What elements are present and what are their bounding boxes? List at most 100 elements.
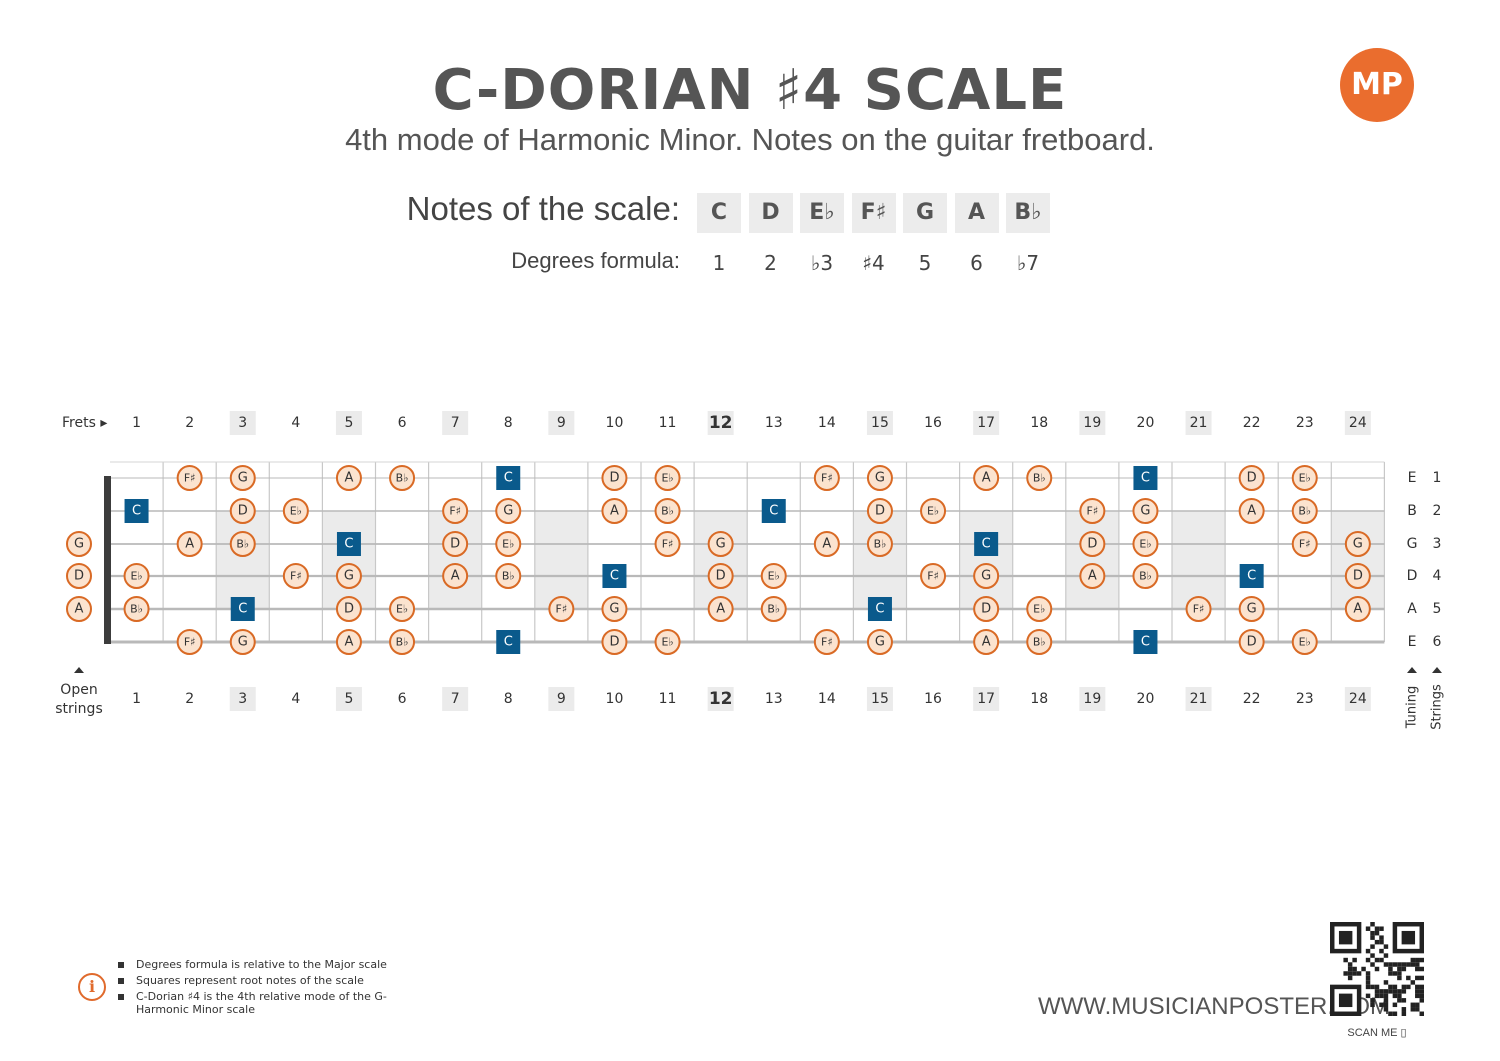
fret-number: 15 [871, 691, 889, 707]
scale-note-label: A [344, 635, 353, 650]
scale-note-circle [335, 629, 362, 655]
qr-module [1365, 975, 1371, 981]
fret-number: 14 [818, 415, 836, 431]
scale-note-circle [389, 596, 416, 622]
scale-note-label: F♯ [556, 603, 568, 616]
scale-note-circle [66, 596, 92, 622]
scale-note-circle [1026, 629, 1053, 655]
qr-module [1401, 966, 1407, 972]
scale-note-box: D [748, 193, 793, 233]
qr-module [1361, 966, 1366, 972]
qr-module [1419, 957, 1424, 963]
qr-module [1401, 1007, 1407, 1012]
fret-number: 22 [1243, 415, 1261, 431]
degrees-label: Degrees formula: [511, 248, 680, 273]
scale-note-label: A [344, 471, 353, 486]
fret-number-marker [335, 687, 362, 711]
scale-note-circle [707, 563, 734, 589]
qr-module [1370, 922, 1375, 927]
qr-module [1365, 984, 1371, 990]
scale-note-circle [229, 465, 256, 491]
qr-module [1392, 1011, 1398, 1016]
scale-note-label: E♭ [1139, 538, 1151, 551]
scale-note-circle [442, 531, 469, 557]
tuning-label: Tuning [1405, 686, 1420, 730]
scale-note-circle [229, 531, 256, 557]
scale-note-circle [601, 465, 628, 491]
brand-logo[interactable]: MP [1340, 48, 1414, 122]
scale-note-circle [866, 465, 893, 491]
scale-note-label: D [875, 504, 885, 519]
scale-note-circle [601, 629, 628, 655]
scale-note-circle [123, 563, 150, 589]
root-note-label: C [875, 602, 884, 617]
fret-number: 4 [291, 691, 300, 707]
qr-module [1397, 966, 1402, 972]
scale-note-box: G [903, 193, 947, 233]
fret-number: 24 [1349, 415, 1367, 431]
qr-module [1379, 935, 1384, 940]
fret-number: 23 [1296, 691, 1314, 707]
qr-module [1388, 984, 1393, 990]
qr-module [1410, 957, 1416, 963]
scale-note-circle [601, 596, 628, 622]
qr-module [1401, 962, 1407, 967]
qr-module [1392, 984, 1398, 990]
qr-finder [1401, 930, 1416, 945]
scale-note-label: B♭ [1139, 570, 1152, 583]
string-tuning: E [1408, 634, 1417, 650]
scale-note-circle [1238, 498, 1265, 524]
scale-note-label: B♭ [236, 538, 249, 551]
scale-note-label: D [344, 602, 354, 617]
scale-note-label: A [75, 602, 84, 617]
scale-note-label: G [503, 504, 513, 519]
root-note-square [602, 564, 627, 588]
qr-module [1392, 962, 1398, 967]
scale-note-circle [813, 629, 840, 655]
scale-note-label: G [875, 635, 885, 650]
scale-note-circle [1026, 465, 1053, 491]
scale-note-circle [1291, 498, 1318, 524]
root-note-square [230, 597, 255, 621]
scale-note-label: D [609, 471, 619, 486]
scale-note-label: B♭ [874, 538, 887, 551]
fret-number-marker [1344, 411, 1371, 435]
qr-module [1401, 1011, 1407, 1016]
scale-note-circle [1344, 596, 1371, 622]
qr-module [1419, 975, 1424, 981]
qr-module [1347, 962, 1353, 967]
scale-note-label: B♭ [396, 636, 409, 649]
qr-module [1397, 993, 1402, 999]
fret-number-marker [1185, 411, 1212, 435]
scale-note-label: B♭ [1033, 636, 1046, 649]
scale-note-label: E♭ [927, 505, 939, 518]
string-tuning: G [1407, 536, 1418, 552]
fret-inlay [853, 511, 907, 609]
scale-note-label: F♯ [449, 505, 461, 518]
qr-module [1352, 966, 1357, 972]
root-note-square [1133, 466, 1158, 490]
scale-note-circle [389, 465, 416, 491]
qr-module [1415, 966, 1420, 972]
scale-note-label: F♯ [184, 472, 196, 485]
scale-note-circle [973, 629, 1000, 655]
qr-module [1379, 957, 1384, 963]
qr-module [1383, 962, 1389, 967]
qr-module [1365, 971, 1371, 976]
scale-note-circle [760, 563, 787, 589]
tuning-arrow [1407, 667, 1417, 673]
scale-note-circle [654, 531, 681, 557]
scale-note-label: A [451, 569, 460, 584]
qr-module [1415, 962, 1420, 967]
qr-code[interactable] [1330, 922, 1424, 1016]
qr-module [1397, 971, 1402, 976]
qr-module [1374, 989, 1380, 994]
qr-module [1388, 989, 1393, 994]
scale-note-label: A [982, 635, 991, 650]
fret-number: 2 [185, 415, 194, 431]
scale-note-circle [813, 531, 840, 557]
scale-note-label: F♯ [927, 570, 939, 583]
info-line: Degrees formula is relative to the Major… [118, 958, 410, 971]
scale-note-circle [1291, 531, 1318, 557]
qr-module [1374, 926, 1380, 931]
